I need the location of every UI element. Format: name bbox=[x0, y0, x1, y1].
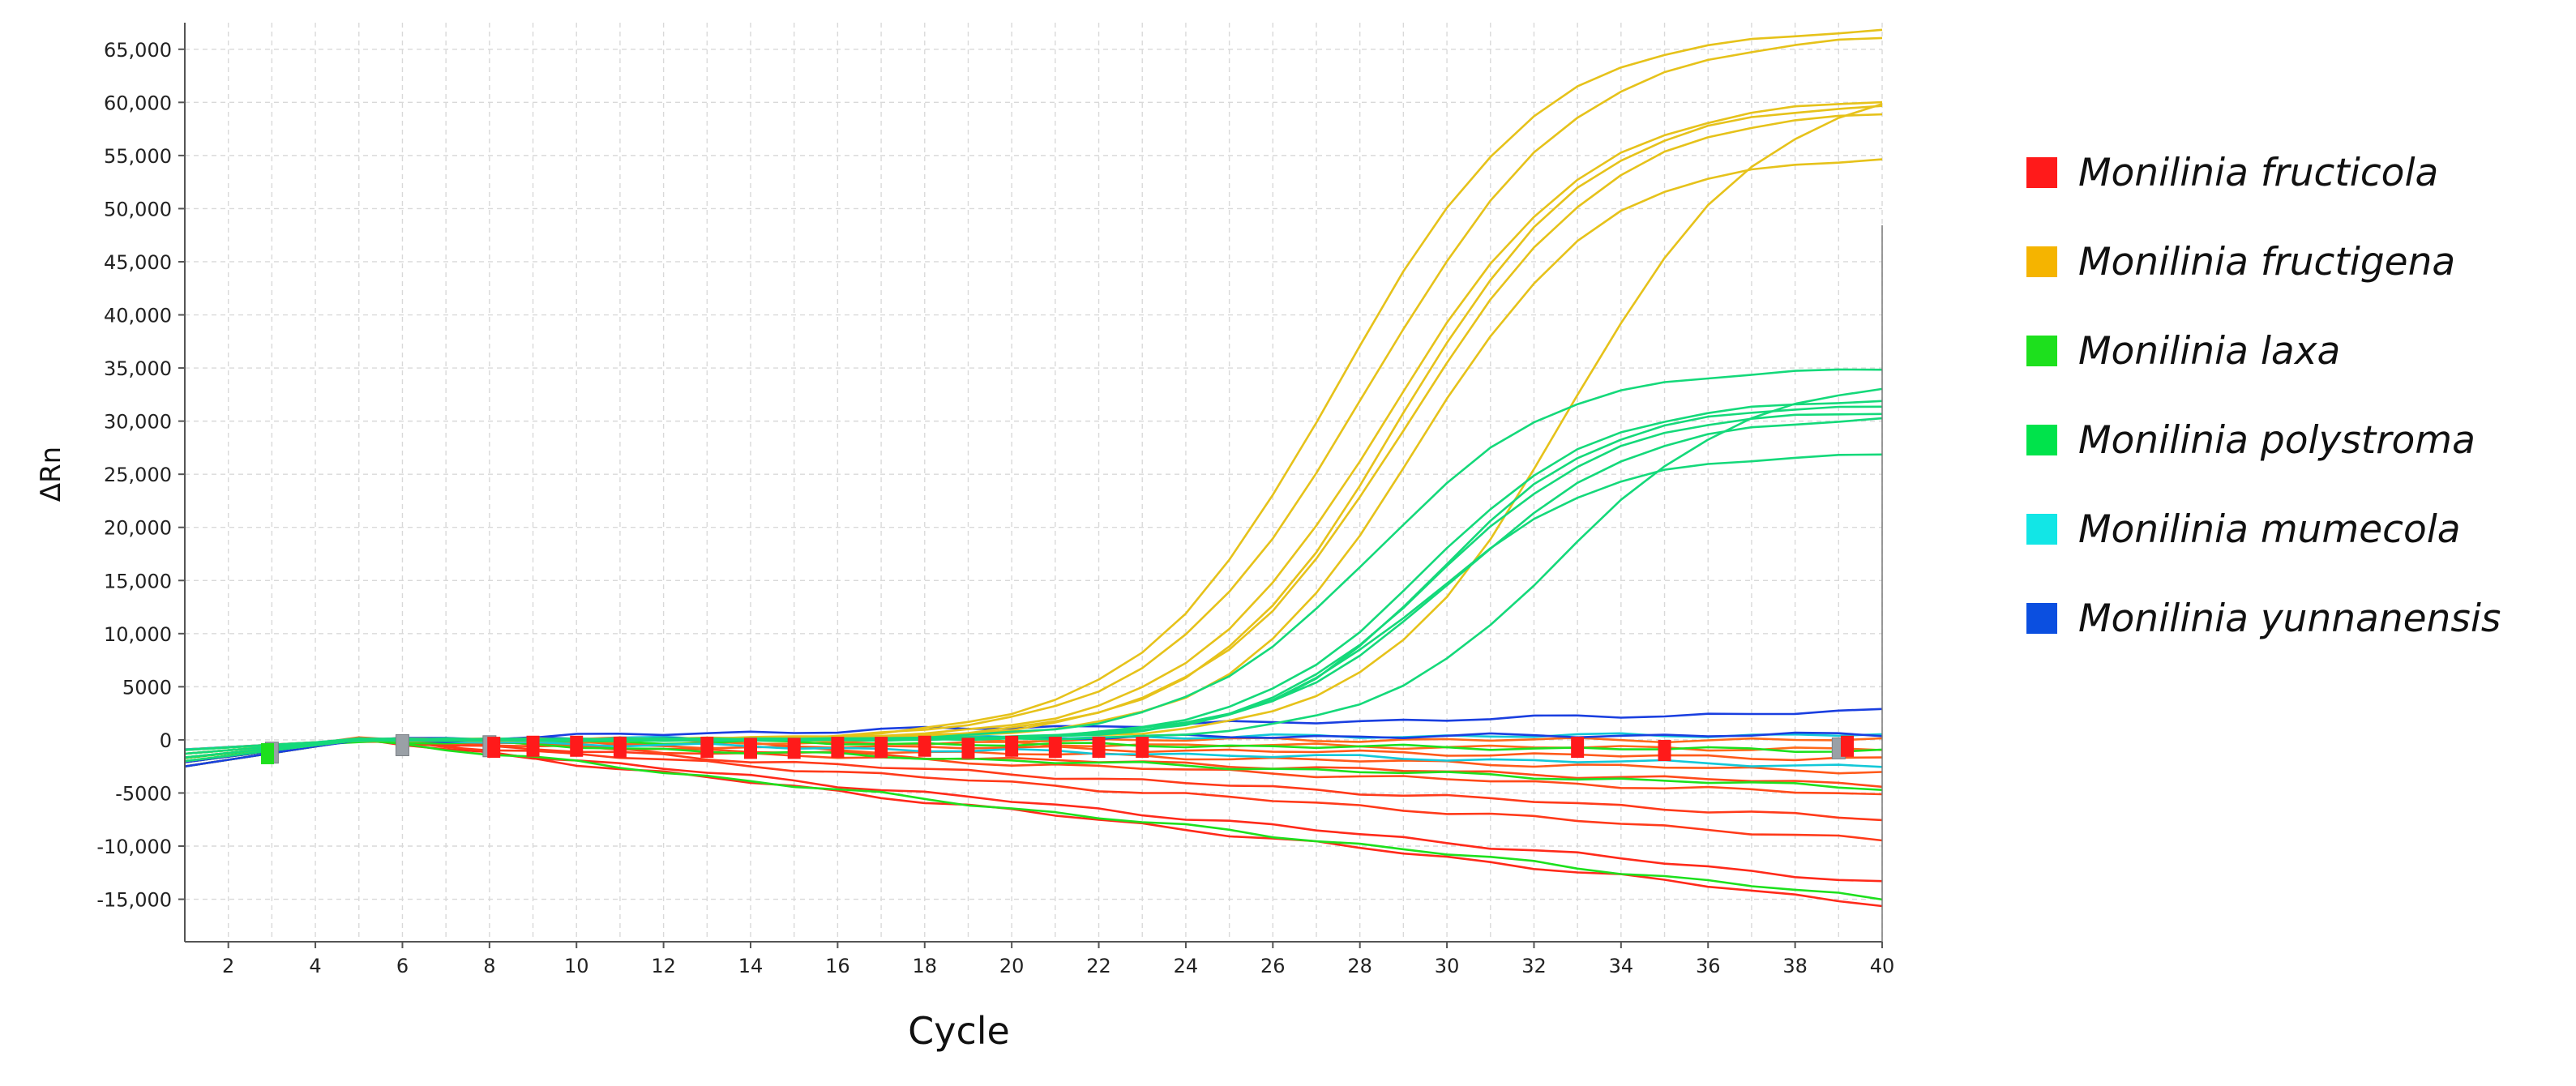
legend-label: Monilinia fructigena bbox=[2078, 239, 2456, 284]
threshold-marker bbox=[700, 737, 714, 759]
x-tick-label: 16 bbox=[825, 955, 850, 977]
x-tick-label: 36 bbox=[1696, 955, 1721, 977]
legend-label: Monilinia fructicola bbox=[2078, 150, 2439, 195]
legend-swatch bbox=[2026, 603, 2057, 634]
x-tick-label: 24 bbox=[1174, 955, 1199, 977]
threshold-marker bbox=[1136, 737, 1149, 759]
threshold-marker bbox=[961, 738, 975, 759]
tick-labels: 2 4 6 8 10 12 14 16 18 20 22 24 26 28 30 32 34 36 38 40-15,… bbox=[96, 39, 1894, 977]
x-tick-label: 28 bbox=[1347, 955, 1372, 977]
legend-item: Monilinia mumecola bbox=[2026, 485, 2501, 574]
legend-swatch bbox=[2026, 336, 2057, 366]
threshold-marker bbox=[1005, 735, 1019, 757]
x-tick-label: 4 bbox=[309, 955, 321, 977]
baseline-series-line bbox=[184, 738, 1883, 908]
legend-item: Monilinia fructigena bbox=[2026, 217, 2501, 306]
y-tick-label: 40,000 bbox=[104, 305, 172, 327]
amplification-series-line bbox=[184, 368, 1883, 751]
amplification-series-line bbox=[184, 103, 1883, 755]
threshold-marker bbox=[1092, 737, 1106, 759]
x-tick-label: 2 bbox=[222, 955, 234, 977]
amplification-series-line bbox=[184, 105, 1883, 751]
amplification-series-line bbox=[184, 413, 1883, 755]
threshold-marker bbox=[787, 738, 801, 759]
threshold-marker bbox=[570, 735, 584, 757]
y-tick-label: 30,000 bbox=[104, 411, 172, 434]
x-tick-label: 12 bbox=[651, 955, 676, 977]
axes bbox=[178, 23, 1883, 948]
legend-swatch bbox=[2026, 157, 2057, 188]
baseline-series-line bbox=[184, 738, 1883, 901]
x-tick-label: 8 bbox=[483, 955, 495, 977]
y-tick-label: 0 bbox=[160, 729, 172, 752]
y-tick-label: -15,000 bbox=[96, 889, 172, 912]
amplification-series-line bbox=[184, 100, 1883, 755]
y-tick-label: 20,000 bbox=[104, 517, 172, 540]
y-tick-label: 35,000 bbox=[104, 357, 172, 380]
threshold-marker bbox=[918, 735, 931, 757]
threshold-marker bbox=[1658, 740, 1671, 762]
legend-item: Monilinia yunnanensis bbox=[2026, 574, 2501, 663]
x-tick-label: 34 bbox=[1609, 955, 1634, 977]
legend-swatch bbox=[2026, 514, 2057, 545]
legend-label: Monilinia polystroma bbox=[2078, 417, 2475, 463]
y-tick-label: 60,000 bbox=[104, 92, 172, 114]
x-tick-label: 40 bbox=[1870, 955, 1895, 977]
y-tick-label: 25,000 bbox=[104, 464, 172, 486]
threshold-marker bbox=[526, 735, 540, 757]
x-tick-label: 18 bbox=[912, 955, 937, 977]
series-lines bbox=[184, 28, 1883, 908]
legend: Monilinia fructicola Monilinia fructigena… bbox=[2026, 128, 2501, 663]
y-tick-label: 10,000 bbox=[104, 623, 172, 646]
legend-swatch bbox=[2026, 246, 2057, 277]
x-tick-label: 32 bbox=[1521, 955, 1547, 977]
threshold-marker bbox=[1048, 737, 1062, 759]
x-tick-label: 26 bbox=[1260, 955, 1286, 977]
threshold-markers bbox=[261, 733, 1855, 764]
threshold-marker bbox=[613, 737, 627, 759]
threshold-marker bbox=[261, 742, 275, 764]
amplification-series-line bbox=[184, 28, 1883, 763]
baseline-series-line bbox=[184, 737, 1883, 842]
x-tick-label: 20 bbox=[999, 955, 1025, 977]
legend-label: Monilinia laxa bbox=[2078, 328, 2341, 374]
threshold-marker bbox=[744, 738, 757, 759]
amplification-series-line bbox=[184, 417, 1883, 751]
legend-item: Monilinia polystroma bbox=[2026, 395, 2501, 485]
threshold-marker bbox=[1571, 737, 1585, 759]
legend-item: Monilinia laxa bbox=[2026, 306, 2501, 395]
x-tick-label: 38 bbox=[1782, 955, 1808, 977]
amplification-series-line bbox=[184, 36, 1883, 759]
legend-label: Monilinia yunnanensis bbox=[2078, 596, 2501, 641]
x-tick-label: 14 bbox=[738, 955, 764, 977]
y-tick-label: 5000 bbox=[122, 676, 172, 699]
baseline-series-line bbox=[184, 738, 1883, 822]
y-tick-label: 55,000 bbox=[104, 145, 172, 168]
x-tick-label: 22 bbox=[1086, 955, 1111, 977]
y-tick-label: -5000 bbox=[115, 782, 172, 805]
y-tick-label: 45,000 bbox=[104, 251, 172, 274]
y-tick-label: 50,000 bbox=[104, 198, 172, 220]
y-tick-label: 65,000 bbox=[104, 39, 172, 62]
y-tick-label: 15,000 bbox=[104, 570, 172, 592]
amplification-series-line bbox=[184, 387, 1883, 759]
x-tick-label: 10 bbox=[564, 955, 589, 977]
threshold-marker bbox=[875, 737, 888, 759]
threshold-marker bbox=[395, 733, 409, 756]
threshold-marker bbox=[831, 737, 845, 759]
y-tick-label: -10,000 bbox=[96, 836, 172, 858]
x-axis-title: Cycle bbox=[908, 1009, 1010, 1053]
amplification-series-line bbox=[184, 453, 1883, 763]
x-tick-label: 30 bbox=[1435, 955, 1460, 977]
threshold-marker bbox=[487, 737, 501, 759]
legend-label: Monilinia mumecola bbox=[2078, 507, 2461, 552]
legend-item: Monilinia fructicola bbox=[2026, 128, 2501, 217]
y-axis-title: ΔRn bbox=[35, 447, 67, 502]
threshold-marker bbox=[1841, 735, 1855, 757]
x-tick-label: 6 bbox=[396, 955, 409, 977]
baseline-series-line bbox=[184, 738, 1883, 768]
legend-swatch bbox=[2026, 425, 2057, 455]
